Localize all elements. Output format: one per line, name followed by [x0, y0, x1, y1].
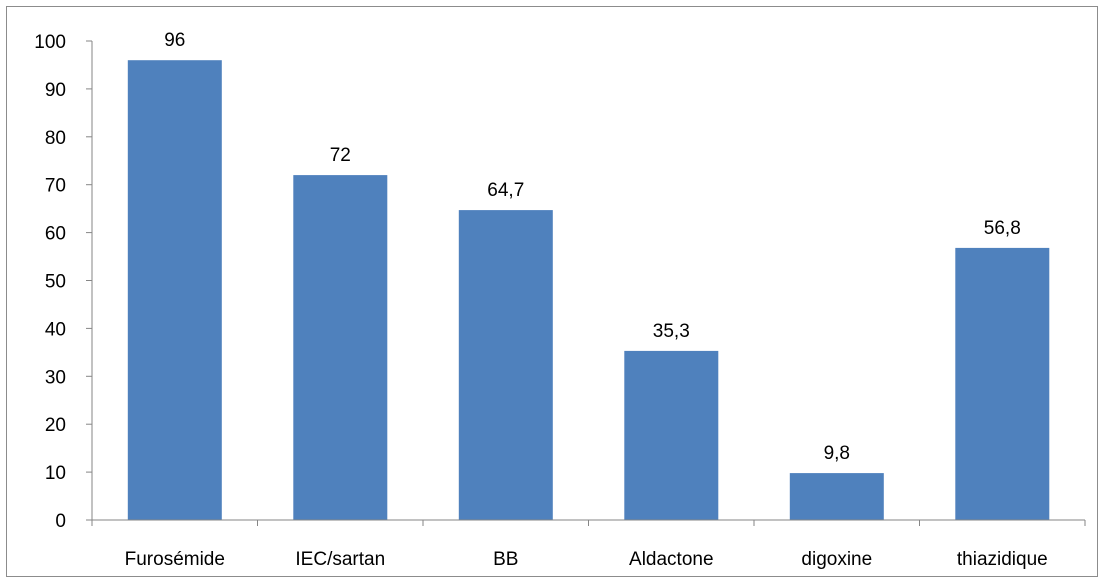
y-tick-label: 60: [45, 224, 66, 245]
bar: [624, 350, 719, 520]
data-label: 64,7: [487, 180, 524, 201]
y-tick-label: 40: [45, 319, 66, 340]
y-tick-label: 70: [45, 176, 66, 197]
y-tick-label: 30: [45, 367, 66, 388]
x-axis-labels: Furosémide IEC/sartan BB Aldactone digoxine t…: [125, 549, 1048, 570]
y-tick-label: 50: [45, 272, 66, 293]
data-label: 35,3: [653, 321, 690, 342]
x-tick-label: Furosémide: [125, 549, 225, 570]
bar: [458, 210, 553, 520]
bar: [789, 473, 884, 520]
data-labels: 96 72 64,7 35,3 9,8 56,8: [164, 30, 1021, 464]
data-label: 72: [330, 145, 351, 166]
y-tick-label: 0: [55, 511, 66, 532]
y-tick-label: 20: [45, 415, 66, 436]
x-tick-label: digoxine: [801, 549, 872, 570]
axes-layer: [86, 40, 1086, 526]
x-tick-label: IEC/sartan: [295, 549, 385, 570]
data-label: 9,8: [824, 443, 850, 464]
data-label: 56,8: [984, 218, 1021, 239]
y-tick-label: 90: [45, 80, 66, 101]
bar: [127, 60, 222, 520]
bars-layer: [127, 60, 1050, 520]
y-tick-label: 80: [45, 128, 66, 149]
y-axis-ticks: 0 10 20 30 40 50 60 70 80 90 100: [34, 32, 66, 532]
x-tick-label: thiazidique: [957, 549, 1048, 570]
y-tick-label: 10: [45, 463, 66, 484]
x-tick-label: BB: [493, 549, 518, 570]
y-tick-label: 100: [34, 32, 66, 53]
data-label: 96: [164, 30, 185, 51]
bar: [955, 247, 1050, 520]
x-tick-label: Aldactone: [629, 549, 714, 570]
bar: [293, 175, 388, 520]
